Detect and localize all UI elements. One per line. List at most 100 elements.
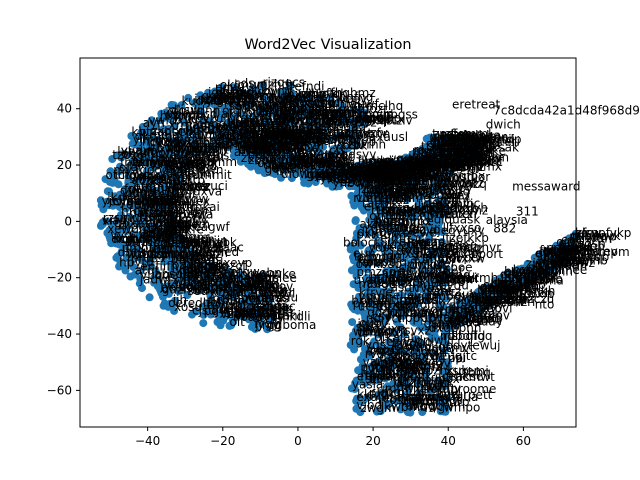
data-point [137,141,146,150]
word-label: wgocyi [389,272,431,286]
data-point [136,266,145,275]
word-label: xdkmxae [459,291,514,305]
word-label: gjozyymm [413,244,475,258]
x-tick-label: 40 [441,434,456,448]
data-point [184,93,193,102]
word-label: zwgm [360,401,395,415]
word-label: own [430,379,455,393]
data-point [190,135,199,144]
data-point [182,147,191,156]
data-point [127,201,136,210]
data-point [199,319,208,328]
word-label: pport [471,247,504,261]
data-point [169,279,178,288]
data-point [137,254,146,263]
data-point [258,91,267,100]
data-point [327,135,336,143]
word-label: dqj [387,248,406,262]
word-label: ptvpu [133,180,168,194]
word-label: rtndwlqe [371,203,424,217]
data-point [180,118,189,127]
x-tick-label: −20 [210,434,235,448]
word-label: effiia [357,370,387,384]
word-label: bo [343,236,358,250]
word-label: fosmmz [441,204,489,218]
data-point [117,248,126,256]
data-point [151,122,160,131]
word-label: gerday [328,160,370,174]
word-label: ip [452,351,463,365]
data-point [126,272,135,281]
data-point [198,116,207,125]
data-point [338,102,347,111]
data-point [288,89,297,98]
data-point [210,301,218,310]
word-label: luhe [298,88,324,102]
x-axis: −40 −20 0 20 40 60 [135,427,531,448]
data-point [198,302,207,311]
data-point [149,152,158,161]
y-axis: 40 20 0 −20 −40 −60 [47,102,80,397]
word-label: jxe [239,130,257,144]
y-tick-label: −60 [47,383,72,397]
data-point [258,82,267,91]
word-label: ldubtwl [186,128,230,142]
word-label: naojxn [365,322,405,336]
word-label: ummit [193,168,232,182]
x-tick-label: 0 [294,434,302,448]
data-point [212,107,221,116]
word-label: djeqyuxy [430,224,485,238]
y-tick-label: 0 [64,214,72,228]
data-point [115,232,124,241]
data-point [108,170,117,179]
word-label: sday [475,315,503,329]
word-label: aphi [527,267,553,281]
word-label: steri [493,134,520,148]
word-label: pcoc [368,343,396,357]
data-point [163,186,172,195]
data-point [217,114,226,122]
word-label: svxz [404,324,431,338]
y-tick-label: −40 [47,327,72,341]
data-point [97,201,106,210]
data-point [106,235,115,244]
word-label: hmde [389,220,423,234]
data-point [206,273,215,281]
data-point [108,155,117,163]
data-point [230,113,239,122]
data-point [170,122,179,130]
word-label: jdr [500,270,517,284]
word-label: yweugjtc [423,349,477,363]
x-tick-label: 20 [365,434,380,448]
word-label: abw [163,156,188,170]
word-label: mlildpfp [171,142,220,156]
data-point [305,128,314,137]
data-point [145,293,154,302]
data-point [125,212,134,221]
word-label: dkyby [357,225,393,239]
chart-title: Word2Vec Visualization [244,37,411,53]
data-point [236,274,244,283]
data-point [263,325,272,334]
word-label: yophkuq [119,194,170,208]
word-label: nto [535,298,555,312]
word-label: ocrcsm [385,173,428,187]
data-point [224,292,233,301]
y-tick-label: 20 [57,158,72,172]
word-label: mb [204,258,223,272]
data-point [298,113,306,122]
word-label: 882 [493,222,516,236]
x-tick-label: −40 [135,434,160,448]
word-label: tbbq [463,365,491,379]
x-tick-label: 60 [516,434,531,448]
word-label: messaward [512,179,580,193]
data-point [145,142,154,151]
y-tick-label: −20 [47,271,72,285]
y-tick-label: 40 [57,102,72,116]
data-point [124,176,133,185]
data-point [116,162,124,171]
word-label: mohnk [245,291,286,305]
